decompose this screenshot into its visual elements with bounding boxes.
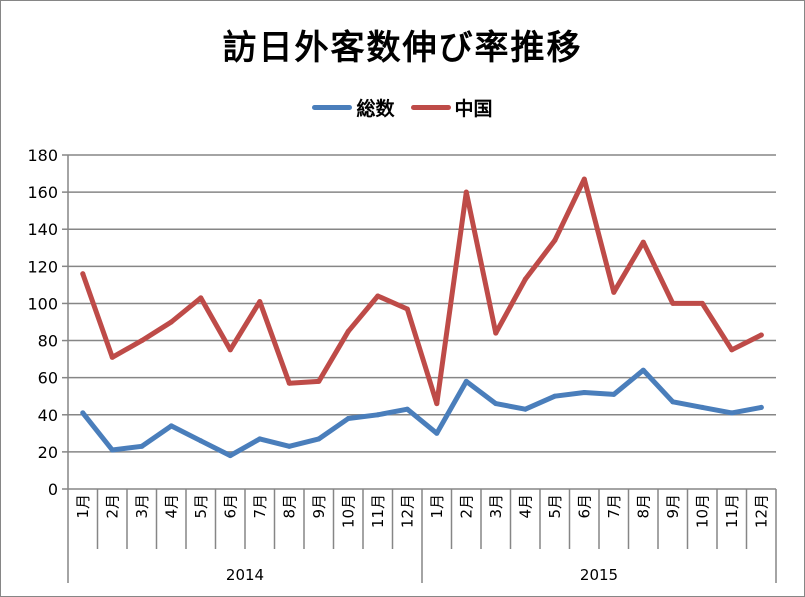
series-lines: [80, 176, 764, 459]
x-tick-label-23: 11月: [723, 494, 741, 528]
x-axis: 1月 2月 3月 4月 5月 6月 7月 8月 9月 10月 11月 12月 1月 2月 3月 4月 5月 6月 7…: [67, 488, 777, 584]
data-point-china-13: [434, 401, 440, 407]
data-point-china-10: [345, 328, 351, 334]
series-line-total: [80, 367, 764, 459]
data-point-total-15: [493, 401, 499, 407]
data-point-total-21: [670, 399, 676, 405]
data-point-china-19: [611, 289, 617, 295]
data-point-total-10: [345, 416, 351, 421]
y-tick-label-120: 120: [27, 257, 58, 276]
x-tick-label-5: 5月: [192, 494, 210, 519]
y-tick-label-20: 20: [38, 443, 58, 462]
y-tick-label-140: 140: [27, 220, 58, 239]
data-point-china-24: [758, 332, 764, 338]
data-point-total-5: [198, 438, 204, 444]
data-point-total-22: [699, 404, 705, 410]
data-point-total-9: [316, 436, 322, 442]
data-point-china-2: [109, 354, 115, 360]
data-point-total-1: [80, 410, 86, 416]
data-point-total-12: [404, 406, 410, 412]
x-tick-label-9: 9月: [310, 494, 328, 519]
data-point-total-20: [640, 367, 646, 373]
year-label-2014: 2014: [226, 566, 264, 584]
data-point-total-17: [552, 393, 558, 399]
x-tick-label-21: 9月: [664, 494, 682, 519]
data-point-china-14: [463, 189, 469, 195]
legend-item-total: 総数: [312, 94, 395, 121]
data-point-total-13: [434, 430, 440, 436]
data-point-china-22: [699, 300, 705, 306]
x-tick-label-11: 11月: [369, 494, 387, 528]
x-tick-label-7: 7月: [251, 494, 269, 519]
data-point-total-18: [581, 390, 587, 395]
data-point-china-5: [198, 295, 204, 301]
x-tick-label-2: 2月: [103, 494, 121, 519]
y-tick-label-100: 100: [27, 294, 58, 313]
data-point-total-6: [227, 453, 233, 459]
legend-label-china: 中国: [454, 98, 493, 120]
data-point-total-2: [109, 447, 115, 453]
data-point-china-9: [316, 378, 322, 384]
data-point-total-23: [729, 410, 735, 416]
data-point-china-23: [729, 347, 735, 353]
x-tick-label-16: 4月: [516, 494, 534, 519]
x-tick-label-22: 10月: [693, 494, 711, 528]
data-point-china-8: [286, 380, 292, 386]
data-point-china-3: [139, 338, 145, 344]
data-point-total-24: [758, 404, 764, 410]
data-point-china-16: [522, 276, 528, 282]
chart-legend: 総数 中国: [0, 94, 805, 121]
data-point-total-19: [611, 391, 617, 397]
data-point-china-18: [581, 176, 587, 182]
x-tick-label-1: 1月: [74, 494, 92, 519]
x-tick-label-4: 4月: [162, 494, 180, 519]
data-point-total-8: [286, 443, 292, 449]
data-point-china-7: [257, 299, 263, 305]
data-point-china-6: [227, 347, 233, 353]
x-tick-label-3: 3月: [133, 494, 151, 519]
series-line-china: [80, 176, 764, 407]
legend-label-total: 総数: [356, 98, 395, 120]
x-tick-label-14: 2月: [457, 494, 475, 519]
data-point-total-4: [168, 423, 174, 429]
data-point-china-15: [493, 330, 499, 336]
legend-swatch-total: [312, 105, 353, 110]
y-tick-label-80: 80: [38, 332, 58, 351]
gridlines: [68, 154, 776, 453]
y-tick-label-40: 40: [38, 406, 58, 425]
data-point-china-17: [552, 237, 558, 243]
x-tick-label-10: 10月: [339, 494, 357, 528]
x-tick-label-18: 6月: [575, 494, 593, 519]
y-tick-label-0: 0: [48, 480, 58, 499]
y-tick-label-60: 60: [38, 369, 58, 388]
data-point-china-20: [640, 239, 646, 245]
x-tick-label-19: 7月: [605, 494, 623, 519]
chart-title: 訪日外客数伸び率推移: [222, 28, 583, 68]
data-point-china-11: [375, 293, 381, 299]
x-tick-label-12: 12月: [398, 494, 416, 528]
data-point-china-4: [168, 319, 174, 325]
x-tick-label-15: 3月: [487, 494, 505, 519]
year-label-2015: 2015: [580, 566, 618, 584]
x-tick-label-6: 6月: [221, 494, 239, 519]
x-tick-label-24: 12月: [752, 494, 770, 528]
legend-swatch-china: [410, 105, 451, 110]
data-point-total-14: [463, 378, 469, 384]
data-point-total-3: [139, 443, 145, 449]
y-tick-label-180: 180: [27, 146, 58, 165]
data-point-total-16: [522, 406, 528, 412]
data-point-china-12: [404, 306, 410, 312]
x-tick-label-13: 1月: [428, 494, 446, 519]
data-point-total-11: [375, 412, 381, 418]
x-tick-label-17: 5月: [546, 494, 564, 519]
y-tick-label-160: 160: [27, 183, 58, 202]
x-tick-label-20: 8月: [634, 494, 652, 519]
data-point-total-7: [257, 436, 263, 442]
legend-item-china: 中国: [410, 94, 493, 121]
x-tick-label-8: 8月: [280, 494, 298, 519]
data-point-china-21: [670, 300, 676, 306]
data-point-china-1: [80, 271, 86, 277]
y-axis: 0 20 40 60 80 100 120 140 160 180: [27, 146, 69, 499]
